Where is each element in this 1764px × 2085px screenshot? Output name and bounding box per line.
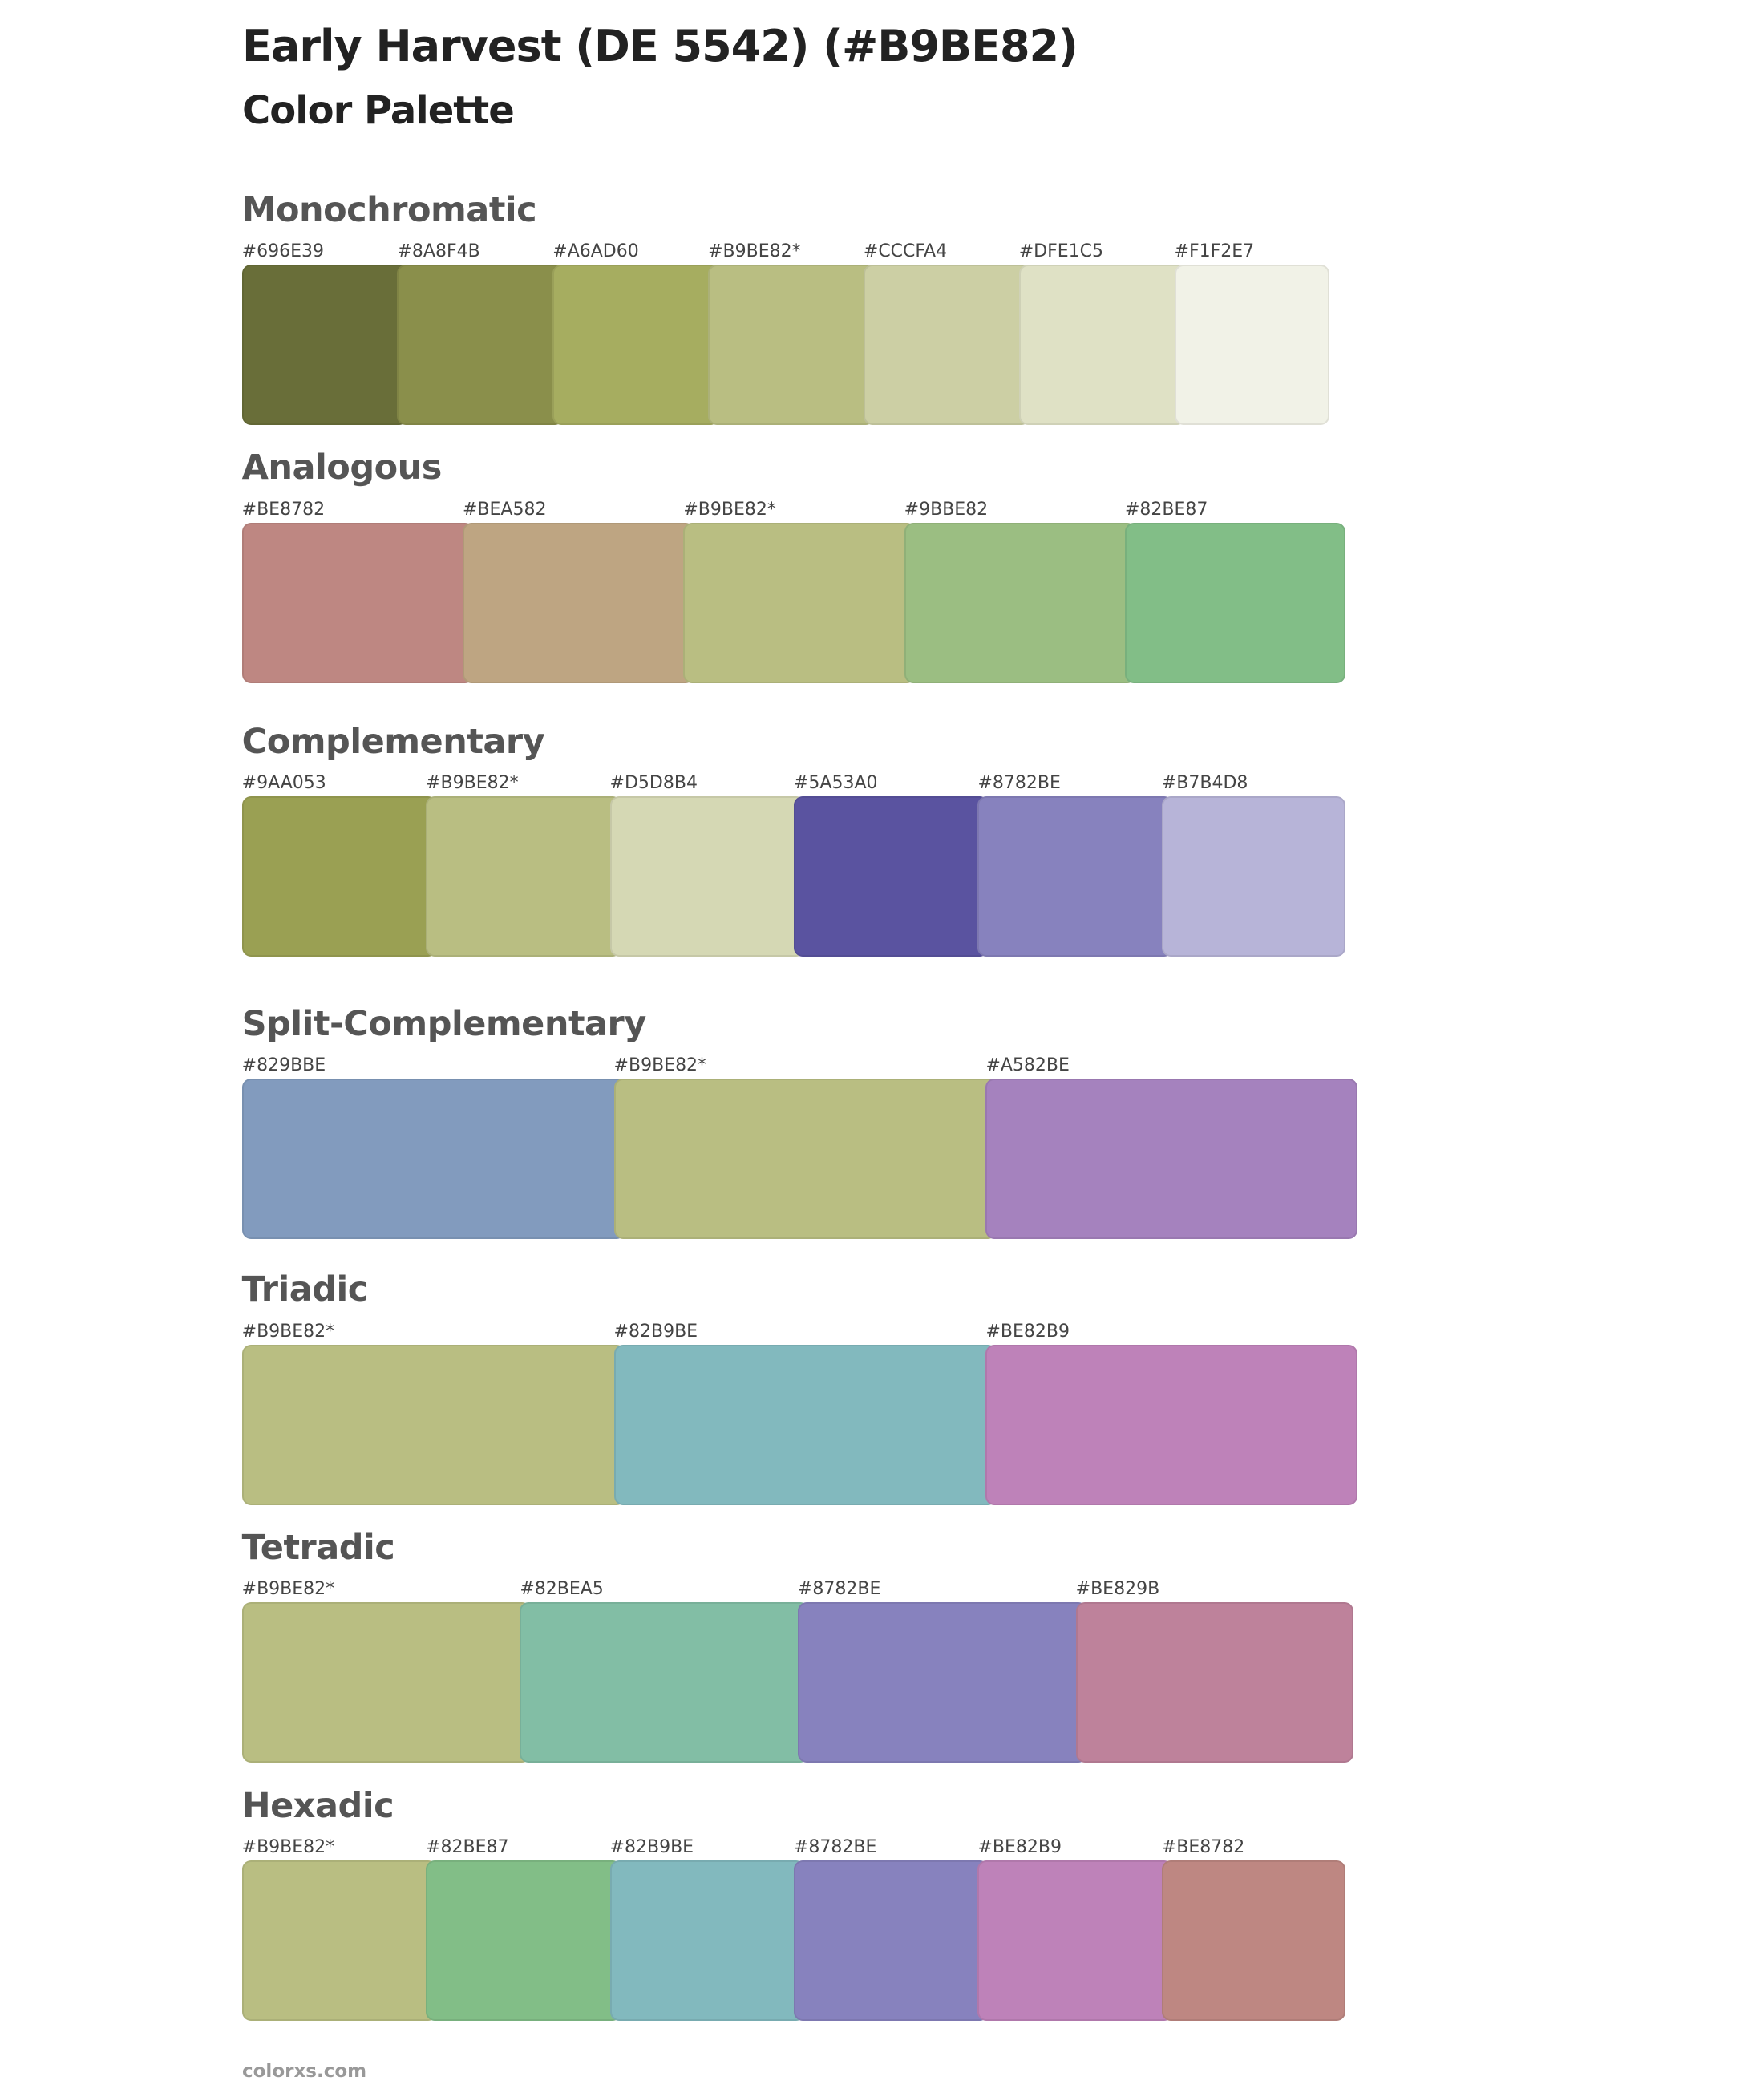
color-swatch[interactable]: [985, 1079, 1358, 1239]
swatch-label: #B9BE82*: [683, 499, 776, 520]
color-swatch[interactable]: [977, 1860, 1173, 2021]
swatch-label: #8A8F4B: [397, 241, 480, 261]
color-swatch[interactable]: [609, 1860, 805, 2021]
color-swatch[interactable]: [794, 1860, 989, 2021]
color-swatch[interactable]: [613, 1344, 997, 1505]
swatch-label: #B9BE82*: [613, 1055, 707, 1075]
color-swatch[interactable]: [397, 265, 564, 425]
swatch-label: #8782BE: [794, 1837, 877, 1857]
color-swatch[interactable]: [683, 522, 916, 683]
color-swatch[interactable]: [609, 796, 805, 957]
swatch-label: #BE8782: [241, 499, 326, 520]
swatch-label: #9BBE82: [904, 499, 989, 520]
color-swatch[interactable]: [613, 1079, 997, 1239]
section-heading: Triadic: [241, 1269, 369, 1310]
swatch-label: #DFE1C5: [1018, 241, 1103, 261]
swatch-label: #5A53A0: [794, 773, 878, 794]
color-swatch[interactable]: [708, 265, 875, 425]
swatch-label: #B9BE82*: [241, 1579, 335, 1600]
color-swatch[interactable]: [1161, 796, 1346, 957]
swatch-label: #82BEA5: [520, 1579, 604, 1600]
swatch-label: #BE82B9: [985, 1321, 1070, 1342]
swatch-label: #BEA582: [463, 499, 547, 520]
page-title: Early Harvest (DE 5542) (#B9BE82): [242, 21, 1078, 71]
color-swatch[interactable]: [241, 796, 438, 957]
section-heading: Split-Complementary: [241, 1003, 647, 1044]
swatch-label: #BE82B9: [977, 1837, 1062, 1857]
color-swatch[interactable]: [1075, 1602, 1354, 1763]
color-swatch[interactable]: [241, 1344, 625, 1505]
swatch-label: #8782BE: [798, 1579, 881, 1600]
section-heading: Complementary: [241, 722, 545, 762]
color-swatch[interactable]: [241, 1860, 438, 2021]
color-swatch[interactable]: [794, 796, 989, 957]
swatch-label: #B9BE82*: [241, 1837, 335, 1857]
swatch-label: #82BE87: [426, 1837, 509, 1857]
color-swatch[interactable]: [426, 1860, 621, 2021]
swatch-label: #B9BE82*: [708, 241, 801, 261]
section-heading: Hexadic: [241, 1785, 394, 1826]
section-heading: Monochromatic: [241, 189, 537, 230]
swatch-label: #696E39: [241, 241, 324, 261]
swatch-label: #BE8782: [1161, 1837, 1245, 1857]
color-swatch[interactable]: [241, 522, 474, 683]
color-swatch[interactable]: [520, 1602, 809, 1763]
color-swatch[interactable]: [241, 1079, 625, 1239]
swatch-label: #A6AD60: [552, 241, 639, 261]
color-swatch[interactable]: [1174, 265, 1330, 425]
color-swatch[interactable]: [977, 796, 1173, 957]
color-swatch[interactable]: [798, 1602, 1087, 1763]
color-swatch[interactable]: [426, 796, 621, 957]
swatch-label: #9AA053: [241, 773, 326, 794]
color-swatch[interactable]: [863, 265, 1030, 425]
page-subtitle: Color Palette: [242, 88, 515, 133]
swatch-label: #82B9BE: [613, 1321, 698, 1342]
color-swatch[interactable]: [985, 1344, 1358, 1505]
swatch-label: #B9BE82*: [426, 773, 519, 794]
color-swatch[interactable]: [241, 265, 409, 425]
color-swatch[interactable]: [552, 265, 720, 425]
swatch-label: #8782BE: [977, 773, 1061, 794]
color-swatch[interactable]: [904, 522, 1136, 683]
swatch-label: #82BE87: [1125, 499, 1208, 520]
swatch-label: #D5D8B4: [609, 773, 698, 794]
swatch-label: #F1F2E7: [1174, 241, 1255, 261]
swatch-label: #BE829B: [1075, 1579, 1160, 1600]
color-swatch[interactable]: [1161, 1860, 1346, 2021]
swatch-label: #829BBE: [241, 1055, 326, 1075]
swatch-label: #82B9BE: [609, 1837, 694, 1857]
swatch-label: #CCCFA4: [863, 241, 948, 261]
swatch-label: #A582BE: [985, 1055, 1070, 1075]
color-swatch[interactable]: [1125, 522, 1346, 683]
swatch-label: #B9BE82*: [241, 1321, 335, 1342]
section-heading: Tetradic: [241, 1528, 395, 1568]
swatch-label: #B7B4D8: [1161, 773, 1248, 794]
color-swatch[interactable]: [463, 522, 695, 683]
color-swatch[interactable]: [1018, 265, 1186, 425]
section-heading: Analogous: [241, 447, 443, 488]
footer-link[interactable]: colorxs.com: [242, 2061, 367, 2082]
color-swatch[interactable]: [241, 1602, 532, 1763]
